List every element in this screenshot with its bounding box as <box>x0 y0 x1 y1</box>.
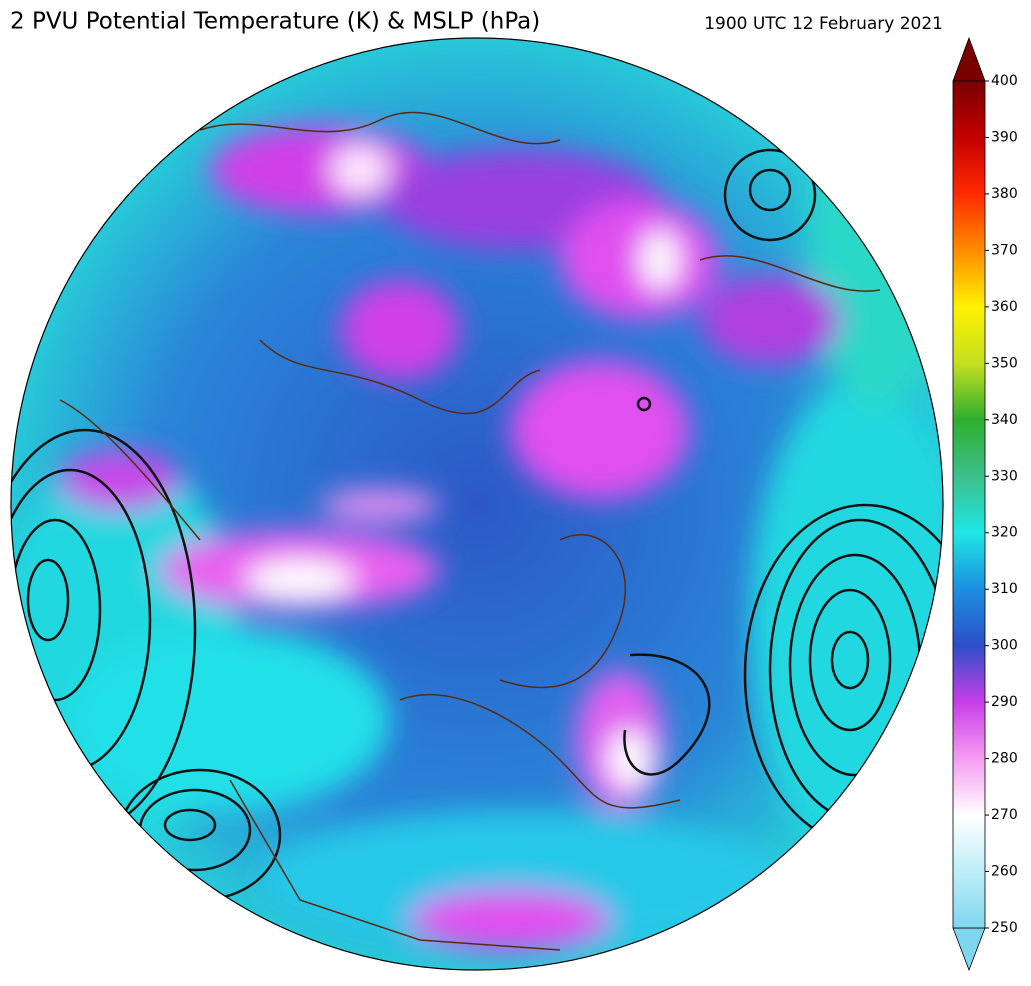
colorbar-extend-top <box>952 36 986 82</box>
colorbar: 250 260 270 280 290 300 310 320 330 340 350 360 370 3… <box>952 36 1018 972</box>
colorbar-tick-label: 320 <box>991 525 1018 541</box>
colorbar-tick-label: 280 <box>991 751 1018 767</box>
colorbar-tick-label: 330 <box>991 468 1018 484</box>
colorbar-tick-label: 340 <box>991 412 1018 428</box>
coastlines <box>59 111 881 951</box>
colorbar-tick-label: 400 <box>991 73 1018 89</box>
colorbar-tick-label: 370 <box>991 242 1018 258</box>
colorbar-body <box>952 80 986 929</box>
colorbar-tick-label: 360 <box>991 299 1018 315</box>
field <box>11 90 943 950</box>
colorbar-tick-label: 390 <box>991 129 1018 145</box>
colorbar-tick-label: 270 <box>991 807 1018 823</box>
colorbar-tick-label: 300 <box>991 638 1018 654</box>
colorbar-extend-bottom <box>952 927 986 972</box>
colorbar-tick-label: 260 <box>991 864 1018 880</box>
timestamp: 1900 UTC 12 February 2021 <box>704 14 943 34</box>
colorbar-tick-label: 380 <box>991 186 1018 202</box>
title: 2 PVU Potential Temperature (K) & MSLP (… <box>10 9 540 35</box>
colorbar-tick-label: 310 <box>991 581 1018 597</box>
colorbar-tick-label: 350 <box>991 355 1018 371</box>
colorbar-tick-label: 290 <box>991 694 1018 710</box>
map <box>11 38 943 970</box>
colorbar-tick-label: 250 <box>991 920 1018 936</box>
map-border <box>10 37 944 971</box>
